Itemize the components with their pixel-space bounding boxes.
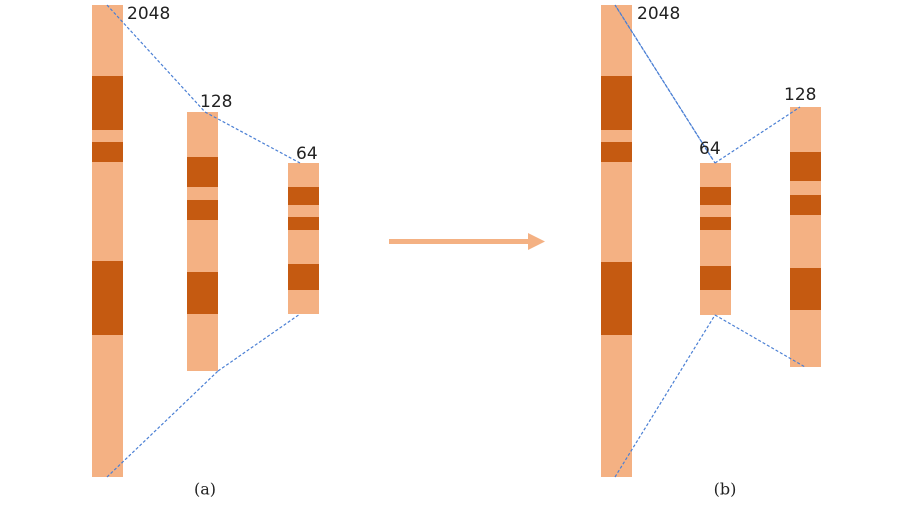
connector-lines xyxy=(614,4,806,478)
panel-a: 2048 128 64 (a) xyxy=(92,4,319,499)
arrow xyxy=(389,233,545,250)
caption: (a) xyxy=(194,480,216,499)
panel-b: 2048 64 128 (b) xyxy=(601,4,821,499)
bar xyxy=(790,107,821,367)
bar xyxy=(288,163,319,314)
caption: (b) xyxy=(714,480,737,499)
bar-label: 128 xyxy=(784,85,816,105)
bar xyxy=(601,5,632,477)
bar-label: 2048 xyxy=(637,4,680,24)
bar xyxy=(700,163,731,315)
connector-lines xyxy=(106,4,301,478)
bar-label: 128 xyxy=(200,92,232,112)
bar-label: 64 xyxy=(296,144,318,164)
bar xyxy=(92,5,123,477)
bar-label: 2048 xyxy=(127,4,170,24)
bar xyxy=(187,112,218,371)
bar-label: 64 xyxy=(699,139,721,159)
